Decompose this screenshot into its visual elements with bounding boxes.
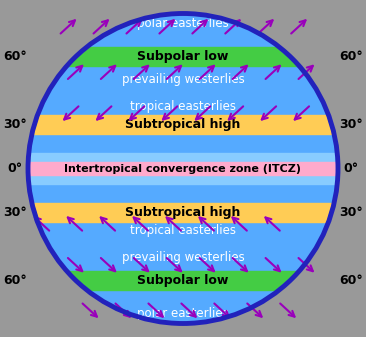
Bar bbox=[30, 47, 336, 66]
Text: 30°: 30° bbox=[340, 118, 363, 131]
Text: 60°: 60° bbox=[3, 274, 26, 287]
Text: 30°: 30° bbox=[340, 206, 363, 219]
Text: 60°: 60° bbox=[340, 50, 363, 63]
Text: 30°: 30° bbox=[3, 118, 26, 131]
Text: polar easterlies: polar easterlies bbox=[137, 307, 229, 320]
Text: Subtropical high: Subtropical high bbox=[125, 118, 241, 131]
Circle shape bbox=[28, 13, 338, 324]
Bar bbox=[30, 153, 336, 184]
Text: 60°: 60° bbox=[340, 274, 363, 287]
Bar bbox=[30, 162, 336, 175]
Text: tropical easterlies: tropical easterlies bbox=[130, 224, 236, 237]
Text: prevailing westerlies: prevailing westerlies bbox=[122, 73, 244, 86]
Text: Subpolar low: Subpolar low bbox=[137, 274, 229, 287]
Text: 0°: 0° bbox=[7, 162, 22, 175]
Text: 0°: 0° bbox=[344, 162, 359, 175]
Bar bbox=[30, 115, 336, 134]
Text: Subtropical high: Subtropical high bbox=[125, 206, 241, 219]
Text: 60°: 60° bbox=[3, 50, 26, 63]
Text: polar easterlies: polar easterlies bbox=[137, 17, 229, 30]
Text: Intertropical convergence zone (ITCZ): Intertropical convergence zone (ITCZ) bbox=[64, 163, 302, 174]
Text: tropical easterlies: tropical easterlies bbox=[130, 100, 236, 113]
Bar bbox=[30, 271, 336, 289]
Text: 30°: 30° bbox=[3, 206, 26, 219]
Bar bbox=[30, 203, 336, 222]
Text: Subpolar low: Subpolar low bbox=[137, 50, 229, 63]
Text: prevailing westerlies: prevailing westerlies bbox=[122, 251, 244, 264]
